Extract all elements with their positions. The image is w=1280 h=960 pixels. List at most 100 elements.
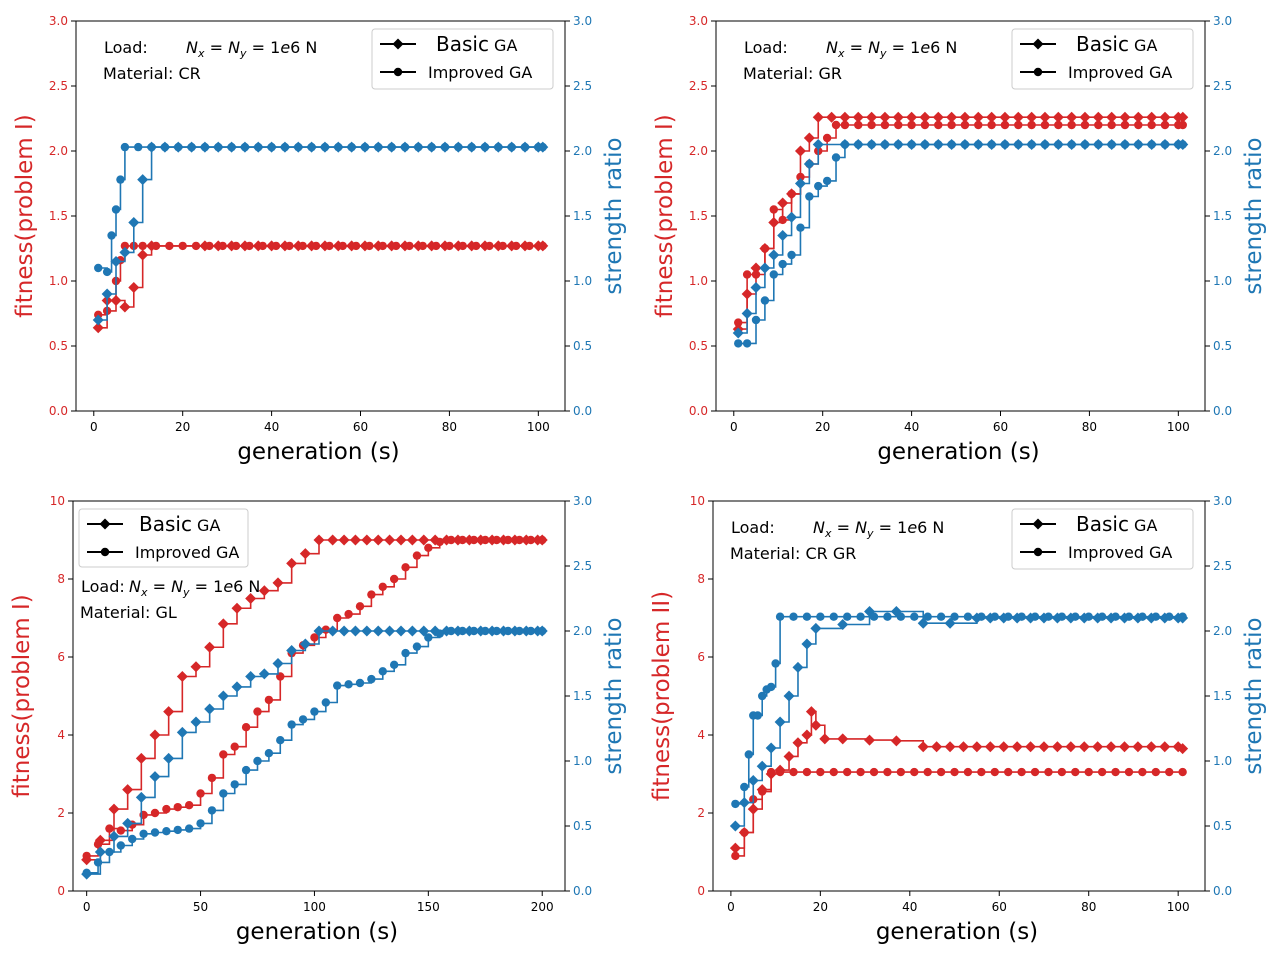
legend-box xyxy=(371,28,554,90)
legend-label-improved: Improved GA xyxy=(1068,543,1172,562)
point-circle xyxy=(498,241,507,251)
x-axis-label: generation (s) xyxy=(236,919,398,945)
point-diamond xyxy=(741,308,753,319)
series-improved-fitness xyxy=(734,120,1187,327)
point-diamond xyxy=(805,706,817,718)
x-tick-label: 0 xyxy=(83,900,91,914)
point-diamond xyxy=(1145,741,1157,753)
point-diamond xyxy=(1011,741,1023,753)
point-circle xyxy=(378,582,387,591)
material-label: Material: CR xyxy=(103,64,201,83)
y-left-tick-label: 3.0 xyxy=(49,14,68,28)
point-diamond xyxy=(777,197,789,209)
point-diamond xyxy=(879,111,891,123)
point-circle xyxy=(1030,612,1040,621)
point-circle xyxy=(287,720,296,729)
point-diamond xyxy=(272,577,284,589)
load-annotation: Load: Nx = Ny = 1e6 N Material: GL xyxy=(80,577,260,622)
point-circle xyxy=(1124,767,1134,777)
point-circle xyxy=(378,667,387,676)
point-diamond xyxy=(119,301,131,313)
point-circle xyxy=(405,241,414,251)
point-diamond xyxy=(122,784,134,796)
point-circle xyxy=(751,315,761,325)
y-left-tick-label: 1.5 xyxy=(49,209,68,223)
y-right-tick-label: 3.0 xyxy=(573,14,592,28)
x-tick-label: 80 xyxy=(442,420,457,434)
point-diamond xyxy=(108,830,120,842)
point-circle xyxy=(355,602,365,611)
point-circle xyxy=(276,736,285,745)
point-diamond xyxy=(729,820,741,832)
point-circle xyxy=(771,659,780,668)
point-circle xyxy=(107,231,116,240)
point-circle xyxy=(241,723,251,732)
point-circle xyxy=(534,142,543,152)
point-diamond xyxy=(819,733,831,745)
series-basic-strength xyxy=(92,141,549,326)
point-circle xyxy=(1134,140,1143,149)
point-circle xyxy=(102,267,112,277)
y-left-tick-label: 0 xyxy=(57,884,65,898)
point-circle xyxy=(744,750,753,759)
point-circle xyxy=(1004,612,1013,621)
x-tick-label: 0 xyxy=(727,900,735,914)
legend-marker-diamond xyxy=(392,38,404,50)
point-diamond xyxy=(1106,111,1118,123)
point-circle xyxy=(934,140,943,149)
point-circle xyxy=(936,612,946,621)
x-tick-label: 60 xyxy=(993,420,1008,434)
point-circle xyxy=(480,142,490,152)
point-circle xyxy=(758,691,767,701)
point-circle xyxy=(387,142,396,152)
point-diamond xyxy=(149,729,161,741)
load-prefix: Load: xyxy=(104,38,148,57)
point-circle xyxy=(1160,140,1170,149)
point-circle xyxy=(1057,612,1067,621)
point-circle xyxy=(896,612,906,621)
point-diamond xyxy=(299,638,311,650)
load-annotation: Load: Nx = Ny = 1e6 N Material: GR xyxy=(743,38,957,83)
point-diamond xyxy=(384,534,396,546)
point-diamond xyxy=(1079,111,1091,123)
y-right-tick-label: 1.5 xyxy=(1213,209,1232,223)
series-basic-fitness xyxy=(729,706,1189,854)
series-line xyxy=(735,771,1183,857)
y-left-tick-label: 4 xyxy=(697,728,705,742)
point-circle xyxy=(82,851,91,861)
y-left-tick-label: 8 xyxy=(57,572,65,586)
point-diamond xyxy=(349,625,361,637)
y-left-tick-label: 0.5 xyxy=(49,339,68,353)
y-right-axis-label: strength ratio xyxy=(601,617,627,774)
point-diamond xyxy=(1159,741,1171,753)
load-prefix: Load: xyxy=(744,38,788,57)
point-diamond xyxy=(783,750,795,762)
point-circle xyxy=(829,767,838,777)
point-circle xyxy=(128,834,137,844)
point-circle xyxy=(230,742,239,751)
point-diamond xyxy=(119,246,131,258)
point-circle xyxy=(907,120,916,130)
load-equation: Nx = Ny = 1e6 N xyxy=(129,577,260,599)
point-circle xyxy=(351,241,361,251)
point-circle xyxy=(344,609,353,619)
point-diamond xyxy=(946,111,958,123)
point-circle xyxy=(963,612,973,621)
point-circle xyxy=(923,767,932,777)
series-line xyxy=(738,116,1183,330)
point-diamond xyxy=(204,641,216,653)
point-circle xyxy=(218,241,227,251)
point-circle xyxy=(829,612,838,621)
point-diamond xyxy=(1026,111,1038,123)
x-tick-label: 40 xyxy=(904,420,919,434)
point-circle xyxy=(990,612,999,621)
point-diamond xyxy=(163,752,175,764)
point-diamond xyxy=(783,690,795,702)
point-diamond xyxy=(750,262,762,274)
point-circle xyxy=(1151,612,1161,621)
point-diamond xyxy=(92,314,104,326)
point-circle xyxy=(440,142,450,152)
point-diamond xyxy=(338,625,350,637)
point-circle xyxy=(802,612,812,621)
y-left-tick-label: 2.0 xyxy=(49,144,68,158)
